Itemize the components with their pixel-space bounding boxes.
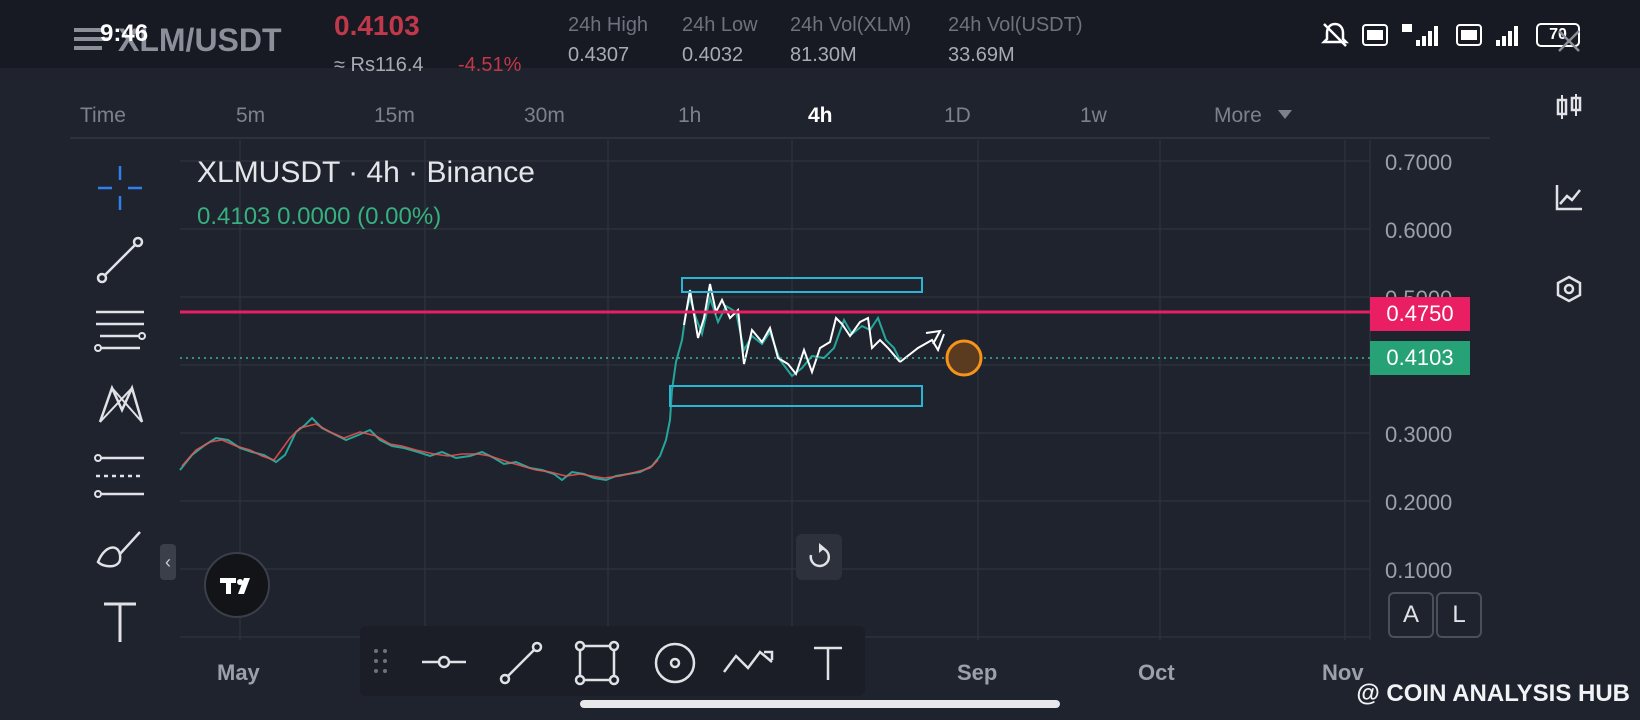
- tf-5m[interactable]: 5m: [236, 104, 266, 127]
- local-price: ≈ Rs116.4: [334, 54, 424, 76]
- stat-label-vol-xlm: 24h Vol(XLM): [790, 14, 912, 36]
- tf-4h[interactable]: 4h: [808, 104, 833, 127]
- tradingview-logo: [204, 552, 270, 618]
- stat-label-vol-usdt: 24h Vol(USDT): [948, 14, 1083, 36]
- close-icon[interactable]: [1556, 28, 1582, 54]
- tf-1h[interactable]: 1h: [678, 104, 702, 127]
- chevron-down-icon: [1278, 110, 1292, 119]
- mute-icon: [1320, 22, 1350, 47]
- chart-grid: [180, 140, 1371, 640]
- resistance-box[interactable]: [681, 277, 923, 293]
- menu-icon[interactable]: [74, 26, 108, 52]
- x-label-sep: Sep: [957, 660, 998, 685]
- collapse-toolbar-icon[interactable]: ‹: [160, 544, 176, 580]
- support-box[interactable]: [669, 385, 923, 407]
- tf-more[interactable]: More: [1214, 104, 1262, 127]
- drag-handle-icon[interactable]: [372, 646, 390, 676]
- status-time: 9:46: [100, 20, 149, 47]
- stat-label-high: 24h High: [568, 14, 649, 36]
- reset-icon: [809, 543, 831, 568]
- direction-arrow-line: [899, 333, 945, 363]
- tf-1w[interactable]: 1w: [1080, 104, 1107, 127]
- direction-arrow-head: [925, 329, 942, 345]
- tf-time[interactable]: Time: [80, 104, 126, 127]
- battery-icon: 70: [1536, 23, 1580, 47]
- stat-label-low: 24h Low: [682, 14, 758, 36]
- stat-value-high: 0.4307: [568, 44, 630, 66]
- crosshair-icon[interactable]: [90, 158, 150, 218]
- indicators-icon[interactable]: [1554, 182, 1584, 212]
- stat-value-vol-xlm: 81.30M: [790, 44, 857, 66]
- candles: [179, 283, 945, 482]
- volte-icon-2: [1456, 24, 1482, 46]
- home-indicator[interactable]: [580, 700, 1060, 708]
- path-icon[interactable]: [720, 642, 776, 682]
- candles-icon[interactable]: [1554, 92, 1584, 122]
- status-icons: 70: [1320, 20, 1580, 50]
- fib-icon[interactable]: [90, 302, 150, 362]
- target-circle[interactable]: [945, 339, 983, 377]
- pair-title[interactable]: XLM/USDT: [118, 22, 282, 58]
- tf-30m[interactable]: 30m: [524, 104, 565, 127]
- y-label-0.1: 0.1000: [1385, 558, 1452, 583]
- drawing-quick-toolbar: [360, 626, 865, 696]
- current-price-badge: 0.4103: [1370, 341, 1470, 375]
- text-icon[interactable]: [90, 592, 150, 652]
- horizontal-line-icon[interactable]: [420, 642, 468, 682]
- y-label-0.6: 0.6000: [1385, 218, 1452, 243]
- settings-hex-icon[interactable]: [1554, 274, 1584, 304]
- tf-1d[interactable]: 1D: [944, 104, 971, 127]
- price-series-down: [181, 423, 659, 479]
- y-label-0.3: 0.3000: [1385, 422, 1452, 447]
- price-series-up: [179, 294, 901, 482]
- price-projection-line: [683, 283, 901, 377]
- top-bar: [0, 0, 1640, 68]
- circle-icon[interactable]: [652, 640, 698, 686]
- resistance-badge: 0.4750: [1370, 297, 1470, 331]
- change-percent: -4.51%: [458, 54, 522, 76]
- chart-ohlc-line: 0.4103 0.0000 (0.00%): [197, 203, 442, 230]
- tf-15m[interactable]: 15m: [374, 104, 415, 127]
- chart-symbol-line: XLMUSDT · 4h · Binance: [197, 156, 535, 189]
- x-label-oct: Oct: [1138, 660, 1175, 685]
- watermark: @ COIN ANALYSIS HUB: [1356, 680, 1630, 707]
- stat-value-low: 0.4032: [682, 44, 744, 66]
- auto-scale-button[interactable]: A: [1388, 592, 1434, 638]
- last-price: 0.4103: [334, 10, 420, 41]
- brush-icon[interactable]: [90, 518, 150, 578]
- reset-chart-button[interactable]: [796, 534, 842, 580]
- trend-line-icon[interactable]: [90, 230, 150, 290]
- x-label-may: May: [217, 660, 260, 685]
- stat-value-vol-usdt: 33.69M: [948, 44, 1015, 66]
- volte-icon: [1362, 24, 1388, 46]
- y-label-0.2: 0.2000: [1385, 490, 1452, 515]
- log-scale-button[interactable]: L: [1436, 592, 1482, 638]
- y-label-0.7: 0.7000: [1385, 150, 1452, 175]
- x-label-nov: Nov: [1322, 660, 1364, 685]
- rectangle-icon[interactable]: [574, 640, 620, 686]
- line-icon[interactable]: [498, 640, 544, 686]
- projection-icon[interactable]: [90, 446, 150, 506]
- pattern-icon[interactable]: [90, 374, 150, 434]
- signal-4g-icon: [1402, 24, 1438, 46]
- tv-logo-icon: [220, 578, 250, 594]
- signal-icon: [1496, 26, 1518, 46]
- text-tool-icon[interactable]: [808, 640, 848, 686]
